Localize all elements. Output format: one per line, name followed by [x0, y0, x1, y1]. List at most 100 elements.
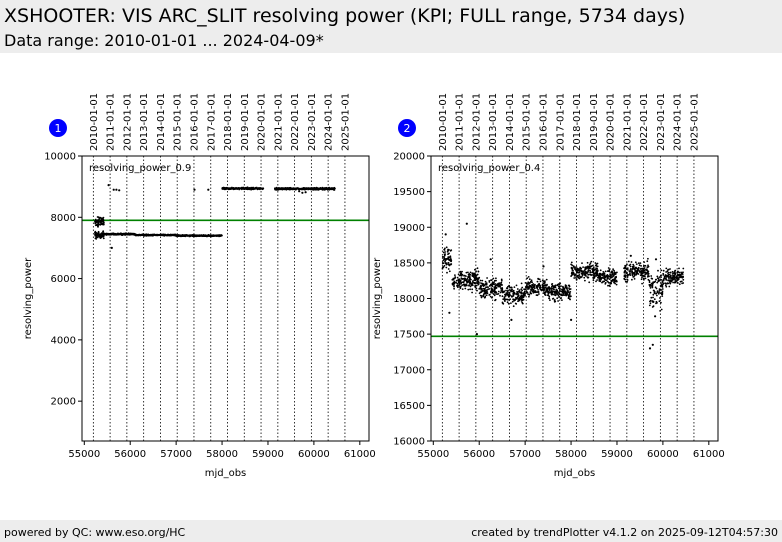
data-point [461, 270, 463, 273]
panel-badge [398, 119, 416, 137]
data-point [544, 284, 546, 287]
data-point [545, 278, 548, 281]
data-point [446, 271, 448, 274]
data-point [485, 286, 487, 288]
data-point [608, 278, 611, 280]
data-point [460, 272, 462, 274]
data-point [531, 284, 534, 287]
data-point [639, 262, 642, 264]
data-point [97, 231, 100, 234]
data-point [480, 284, 482, 287]
data-point [626, 274, 629, 276]
data-point [560, 285, 562, 287]
data-point [657, 279, 660, 282]
data-point [465, 280, 468, 283]
data-point [508, 285, 511, 288]
data-point [328, 188, 330, 191]
data-point [441, 255, 444, 258]
data-point [626, 278, 629, 281]
data-point [613, 274, 615, 276]
data-point [463, 283, 465, 286]
data-point [561, 299, 563, 301]
data-point [682, 275, 684, 278]
data-point [112, 188, 115, 191]
data-point [649, 291, 652, 294]
data-point [553, 291, 556, 294]
y-tick-label: 4000 [51, 335, 76, 346]
data-point [602, 280, 604, 283]
data-point [663, 277, 665, 280]
data-point [613, 281, 615, 284]
data-point [615, 283, 618, 286]
data-point [561, 289, 564, 292]
year-marker-label: 2021-01-01 [622, 93, 633, 151]
data-point [604, 279, 607, 281]
data-point [665, 275, 668, 278]
data-point [574, 267, 576, 270]
data-point [533, 285, 535, 288]
data-point [537, 291, 540, 293]
data-point [584, 268, 586, 271]
data-point [233, 187, 236, 190]
data-point [599, 269, 602, 272]
data-point [503, 298, 506, 300]
data-point [596, 265, 599, 268]
data-point [514, 293, 516, 295]
data-point [460, 274, 463, 277]
data-point [656, 275, 659, 278]
data-point [652, 296, 654, 299]
data-point [595, 272, 598, 275]
data-point [475, 270, 477, 273]
data-point [674, 273, 676, 276]
data-point [566, 289, 569, 292]
data-point [102, 218, 105, 221]
data-point [556, 284, 559, 287]
x-tick-label: 57000 [509, 449, 541, 460]
data-point [576, 271, 579, 274]
data-point [101, 223, 103, 225]
data-point [498, 285, 501, 287]
data-point [97, 235, 100, 237]
data-point [642, 267, 645, 270]
data-point [651, 343, 654, 346]
data-point [463, 274, 466, 277]
data-point [644, 264, 647, 267]
data-point [582, 272, 584, 275]
data-point [512, 289, 515, 292]
data-point [466, 277, 469, 280]
data-point [606, 270, 609, 272]
data-point [517, 300, 519, 303]
data-point [589, 267, 591, 270]
data-point [468, 273, 471, 275]
data-point [450, 259, 453, 262]
data-point [444, 260, 446, 263]
data-point [576, 268, 579, 271]
data-point [610, 275, 612, 278]
data-point [521, 286, 524, 289]
data-point [587, 273, 589, 276]
data-point [511, 290, 513, 293]
data-point [670, 275, 672, 277]
data-point [500, 278, 503, 281]
data-point [498, 282, 500, 285]
data-point [538, 293, 540, 295]
data-point [623, 271, 626, 274]
data-point [479, 286, 482, 288]
data-point [474, 279, 477, 282]
data-point [568, 285, 571, 288]
data-point [607, 275, 610, 277]
data-point [453, 282, 456, 285]
data-point [644, 275, 646, 278]
data-point [171, 234, 174, 237]
data-point [581, 274, 584, 277]
page-title: XSHOOTER: VIS ARC_SLIT resolving power (… [4, 5, 686, 27]
x-tick-label: 59000 [252, 449, 284, 460]
data-point [443, 249, 446, 251]
data-point [517, 295, 519, 298]
data-point [566, 286, 568, 289]
data-point [591, 274, 593, 276]
y-tick-label: 8000 [51, 213, 76, 224]
data-point [312, 187, 315, 190]
year-marker-label: 2014-01-01 [156, 93, 167, 151]
data-point [459, 270, 462, 273]
